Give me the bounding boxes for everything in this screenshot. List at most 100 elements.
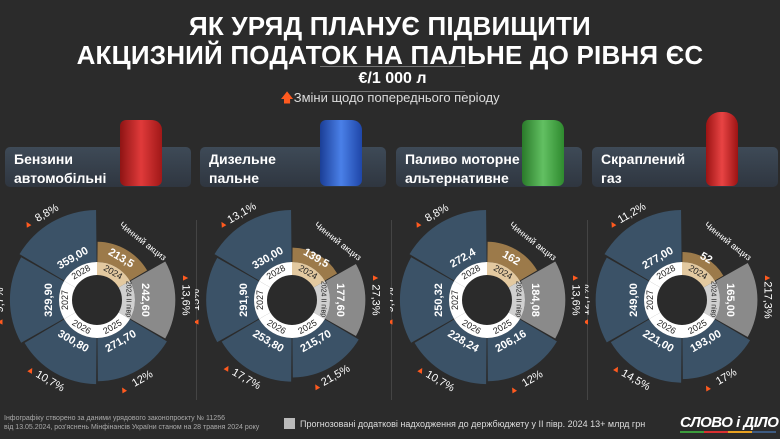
- segment-2026: [221, 319, 292, 382]
- segment-2024IIпівр: [130, 261, 176, 339]
- segment-2024IIпівр: [715, 262, 758, 338]
- source-line: від 13.05.2024, роз'яснень Мінфінансів У…: [4, 424, 260, 431]
- legend-text: Прогнозовані додаткові надходження до де…: [300, 418, 646, 429]
- change-label-group: 13,6%▲: [179, 274, 191, 316]
- change-label: 15%: [195, 289, 202, 311]
- value-label: 165,00: [724, 283, 736, 317]
- label-line: Бензини: [14, 151, 73, 167]
- year-ring-segment: [254, 281, 271, 319]
- segment-2024: [682, 252, 724, 281]
- year-label: 2024 II півр.: [710, 281, 718, 319]
- segment-2024: [97, 241, 148, 281]
- segment-2025: [682, 319, 751, 380]
- change-label-group: 9,7% ▲: [0, 287, 6, 326]
- value-label: 249,00: [628, 283, 640, 317]
- year-ring-segment: [449, 281, 466, 319]
- segment-2024IIпівр: [520, 261, 566, 339]
- year-ring-segment: [649, 312, 682, 338]
- arrow-up-icon: ▲: [507, 383, 520, 396]
- arrow-up-icon: ▲: [701, 381, 714, 394]
- label-line: Паливо моторне: [405, 151, 520, 167]
- segment-2025: [292, 319, 359, 378]
- segment-2028: [604, 210, 682, 281]
- label-line: газ: [601, 170, 622, 186]
- arrow-up-icon: ▲: [763, 274, 773, 283]
- value-label: 52: [698, 250, 715, 267]
- year-ring-segment: [454, 312, 487, 338]
- divider: [391, 220, 392, 400]
- year-ring-segment: [97, 262, 130, 288]
- segment-2024: [487, 241, 538, 281]
- change-note: 🡅Зміни щодо попереднього періоду: [0, 89, 780, 111]
- segment-2028: [214, 210, 292, 281]
- segment-2026: [610, 319, 682, 383]
- unit-label: €/1 000 л: [320, 66, 465, 92]
- arrow-up-icon: ▲: [571, 274, 581, 283]
- year-ring-segment: [454, 262, 487, 288]
- green-jerrycan-icon: [522, 120, 564, 186]
- logo-underline: [680, 431, 776, 433]
- value-label: 184,08: [529, 283, 541, 317]
- arrow-up-icon: ▲: [181, 274, 191, 283]
- year-ring-segment: [118, 281, 135, 319]
- panel-label-petrol: Бензини автомобільні: [5, 147, 191, 187]
- segment-2027: [206, 257, 259, 343]
- title-line-2: АКЦИЗНИЙ ПОДАТОК НА ПАЛЬНЕ ДО РІВНЯ ЄС: [76, 40, 704, 70]
- year-label: 2027: [255, 290, 265, 310]
- year-ring-segment: [313, 281, 330, 319]
- blue-jerrycan-icon: [320, 120, 362, 186]
- change-label-group: 13,6%▲: [569, 274, 581, 316]
- arrow-up-icon: ▲: [0, 318, 4, 327]
- arrow-up-icon: ▲: [411, 217, 424, 230]
- arrow-up-icon: ▲: [611, 362, 624, 375]
- arrow-up-icon: 🡅: [280, 90, 294, 105]
- year-ring-segment: [292, 312, 325, 338]
- segment-2027: [595, 257, 649, 343]
- arrow-up-icon: ▲: [216, 217, 229, 230]
- segment-2027: [399, 257, 454, 343]
- arrow-up-icon: ▲: [221, 361, 234, 374]
- legend-swatch: [284, 418, 295, 429]
- change-label-group: 12,7% ▲: [585, 284, 592, 326]
- divider: [196, 220, 197, 400]
- segment-2026: [414, 319, 487, 385]
- source-line: Інфографіку створено за даними урядового…: [4, 415, 225, 422]
- change-label-group: 217,3%▲: [762, 274, 774, 319]
- year-label: 2024 II півр.: [125, 281, 133, 319]
- segment-2026: [24, 319, 97, 385]
- segment-2025: [97, 319, 167, 382]
- source-note: Інфографіку створено за даними урядового…: [4, 414, 284, 432]
- year-label: 2027: [450, 290, 460, 310]
- year-ring-segment: [682, 312, 715, 338]
- value-label: 329,90: [43, 283, 55, 317]
- segment-2024: [292, 247, 338, 281]
- year-label: 2024 II півр.: [320, 281, 328, 319]
- year-ring-segment: [649, 262, 682, 288]
- change-label-group: 15% ▲: [195, 289, 202, 327]
- year-ring-segment: [97, 312, 130, 338]
- gas-cylinder-icon: [706, 112, 738, 186]
- page-title: ЯК УРЯД ПЛАНУЄ ПІДВИЩИТИ АКЦИЗНИЙ ПОДАТО…: [0, 12, 780, 70]
- value-label: 177,60: [334, 283, 346, 317]
- change-label: 9,7%: [0, 287, 6, 312]
- value-label: 291,90: [238, 283, 250, 317]
- change-label: 9,7%: [390, 287, 396, 312]
- arrow-up-icon: ▲: [390, 318, 394, 327]
- year-ring-segment: [487, 262, 520, 288]
- year-ring-segment: [259, 312, 292, 338]
- change-note-text: Зміни щодо попереднього періоду: [293, 90, 500, 105]
- year-ring-segment: [487, 312, 520, 338]
- arrow-up-icon: ▲: [117, 383, 130, 396]
- year-ring-segment: [59, 281, 76, 319]
- divider: [587, 220, 588, 400]
- arrow-up-icon: ▲: [585, 318, 590, 327]
- change-label-group: 9,7% ▲: [390, 287, 396, 326]
- value-label: 242,60: [139, 283, 151, 317]
- arrow-up-icon: ▲: [195, 318, 201, 327]
- segment-2028: [409, 210, 487, 281]
- change-label: 13,6%: [569, 284, 581, 315]
- segment-2027: [9, 257, 64, 343]
- label-line: пальне: [209, 170, 259, 186]
